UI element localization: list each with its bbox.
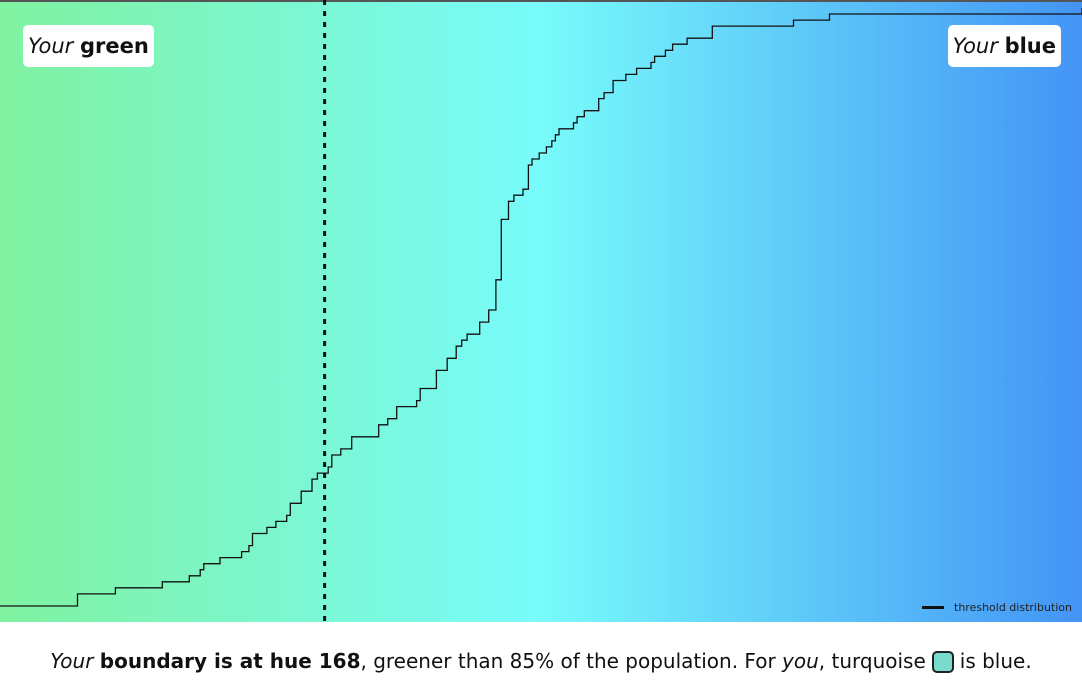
turquoise-swatch <box>931 651 954 674</box>
caption-your: Your <box>50 648 94 673</box>
threshold-distribution-curve <box>0 8 1082 607</box>
your-blue-word: blue <box>1004 34 1056 58</box>
your-blue-prefix: Your <box>952 34 998 58</box>
legend-line-swatch <box>922 606 944 609</box>
caption-boundary: boundary is at hue 168 <box>99 648 361 673</box>
threshold-step-line-0 <box>0 8 1082 607</box>
caption-after-you: , turquoise <box>818 648 926 673</box>
your-green-label: Your green <box>23 25 154 67</box>
chart-area: Your green Your blue threshold distribut… <box>0 0 1082 622</box>
your-green-word: green <box>80 34 149 58</box>
caption-end: is blue. <box>959 648 1032 673</box>
caption-you: you <box>782 648 819 673</box>
your-blue-label: Your blue <box>947 25 1061 67</box>
chart-legend: threshold distribution <box>922 601 1072 614</box>
chart-svg <box>0 0 1082 622</box>
caption-middle: , greener than 85% of the population. Fo… <box>360 648 783 673</box>
hue-gradient-background <box>0 0 1082 622</box>
your-green-prefix: Your <box>28 34 74 58</box>
legend-label: threshold distribution <box>954 601 1072 614</box>
result-caption: Your boundary is at hue 168, greener tha… <box>0 622 1082 700</box>
